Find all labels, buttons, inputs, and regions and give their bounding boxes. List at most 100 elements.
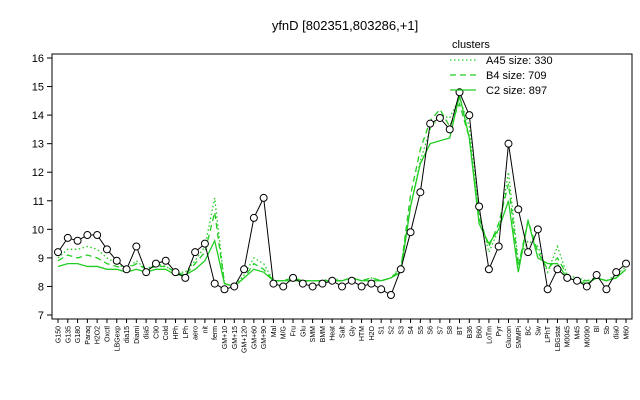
data-point (514, 205, 523, 214)
data-point (406, 228, 415, 237)
data-point (435, 113, 444, 122)
y-tick-label: 16 (32, 53, 44, 65)
data-point (191, 248, 200, 257)
data-point (533, 225, 542, 234)
data-point (230, 282, 239, 291)
data-point (426, 119, 435, 128)
data-point (83, 231, 92, 240)
data-point (93, 231, 102, 240)
data-point (63, 233, 72, 242)
data-point (249, 213, 258, 222)
x-tick-label: GM+120 (242, 326, 249, 353)
data-point (602, 285, 611, 294)
x-tick-label: LBGstat (555, 326, 562, 351)
data-point (142, 268, 151, 277)
data-point (73, 236, 82, 245)
legend-label: A45 size: 330 (486, 55, 553, 67)
legend-title: clusters (452, 39, 490, 51)
data-point (524, 248, 533, 257)
x-tick-label: S1 (379, 326, 386, 335)
x-tick-label: M0090 (584, 326, 591, 348)
data-point (171, 268, 180, 277)
y-tick-label: 10 (32, 224, 44, 236)
data-point (338, 282, 346, 291)
x-tick-label: Bl (594, 326, 601, 333)
x-tick-label: B36 (467, 326, 474, 339)
gene-line (57, 90, 627, 296)
data-point (475, 202, 484, 211)
x-tick-label: LBGexp (114, 326, 121, 351)
x-tick-label: S3 (398, 326, 405, 335)
x-tick-label: HPh (173, 326, 180, 340)
data-point (289, 273, 298, 282)
data-point (416, 188, 425, 197)
chart-title: yfnD [802351,803286,+1] (272, 18, 418, 33)
data-point (367, 279, 376, 288)
data-point (210, 279, 219, 288)
y-tick-label: 7 (38, 310, 44, 322)
x-tick-label: Mal (271, 326, 278, 338)
data-point (151, 259, 160, 268)
x-tick-label: Salt (340, 326, 347, 338)
x-tick-label: B60 (477, 326, 484, 339)
data-point (102, 245, 111, 254)
data-point (347, 276, 356, 285)
x-tick-label: Cold (163, 326, 170, 341)
y-tick-label: 11 (33, 196, 44, 208)
data-point (112, 256, 121, 265)
x-tick-label: S7 (437, 326, 444, 335)
x-tick-label: M60 (624, 326, 631, 340)
data-point (200, 239, 209, 248)
x-tick-label: M/G (281, 326, 288, 339)
data-point (240, 265, 249, 274)
x-tick-label: LoTm (486, 326, 493, 344)
data-point (269, 279, 278, 288)
x-tick-label: Paraq (85, 326, 92, 345)
data-point (445, 125, 454, 134)
x-tick-label: LPhT (545, 325, 552, 342)
x-tick-label: Glu (300, 326, 307, 337)
data-point (563, 273, 572, 282)
x-tick-label: GM+15 (232, 326, 239, 349)
data-point (357, 282, 366, 291)
data-point (465, 111, 474, 120)
data-point (279, 282, 288, 291)
cluster-line (57, 101, 627, 288)
x-tick-label: S4 (408, 326, 415, 335)
x-tick-label: G150 (56, 326, 63, 343)
data-point (553, 265, 562, 274)
data-point (54, 248, 62, 257)
x-tick-label: GM+10 (222, 326, 229, 349)
data-point (543, 285, 552, 294)
data-point (386, 291, 395, 300)
x-tick-label: S8 (447, 326, 454, 335)
x-tick-label: H2O2 (95, 326, 102, 344)
data-point (573, 276, 582, 285)
x-tick-label: Pyr (496, 325, 503, 336)
data-point (622, 259, 630, 268)
y-tick-label: 14 (32, 110, 44, 122)
x-tick-label: nit (202, 326, 209, 333)
x-tick-label: S5 (418, 326, 425, 335)
x-tick-label: Oxctl (104, 326, 111, 342)
data-point (582, 282, 591, 291)
x-tick-label: Sb (604, 326, 611, 335)
data-point (181, 273, 190, 282)
data-point (220, 285, 229, 294)
x-tick-label: GM+90 (261, 326, 268, 349)
data-point (259, 193, 268, 202)
x-tick-label: ferm (212, 326, 219, 340)
y-tick-label: 8 (38, 281, 44, 293)
data-point (377, 285, 386, 294)
x-tick-label: BT (457, 325, 464, 335)
x-tick-label: dia0 (614, 326, 621, 339)
x-tick-label: H2O (369, 325, 376, 340)
x-tick-label: dia15 (124, 326, 131, 343)
y-tick-label: 12 (32, 167, 44, 179)
x-tick-label: LPh (183, 326, 190, 339)
data-point (484, 265, 493, 274)
x-tick-label: C90 (153, 326, 160, 339)
data-point (328, 276, 337, 285)
x-tick-label: G180 (75, 326, 82, 343)
